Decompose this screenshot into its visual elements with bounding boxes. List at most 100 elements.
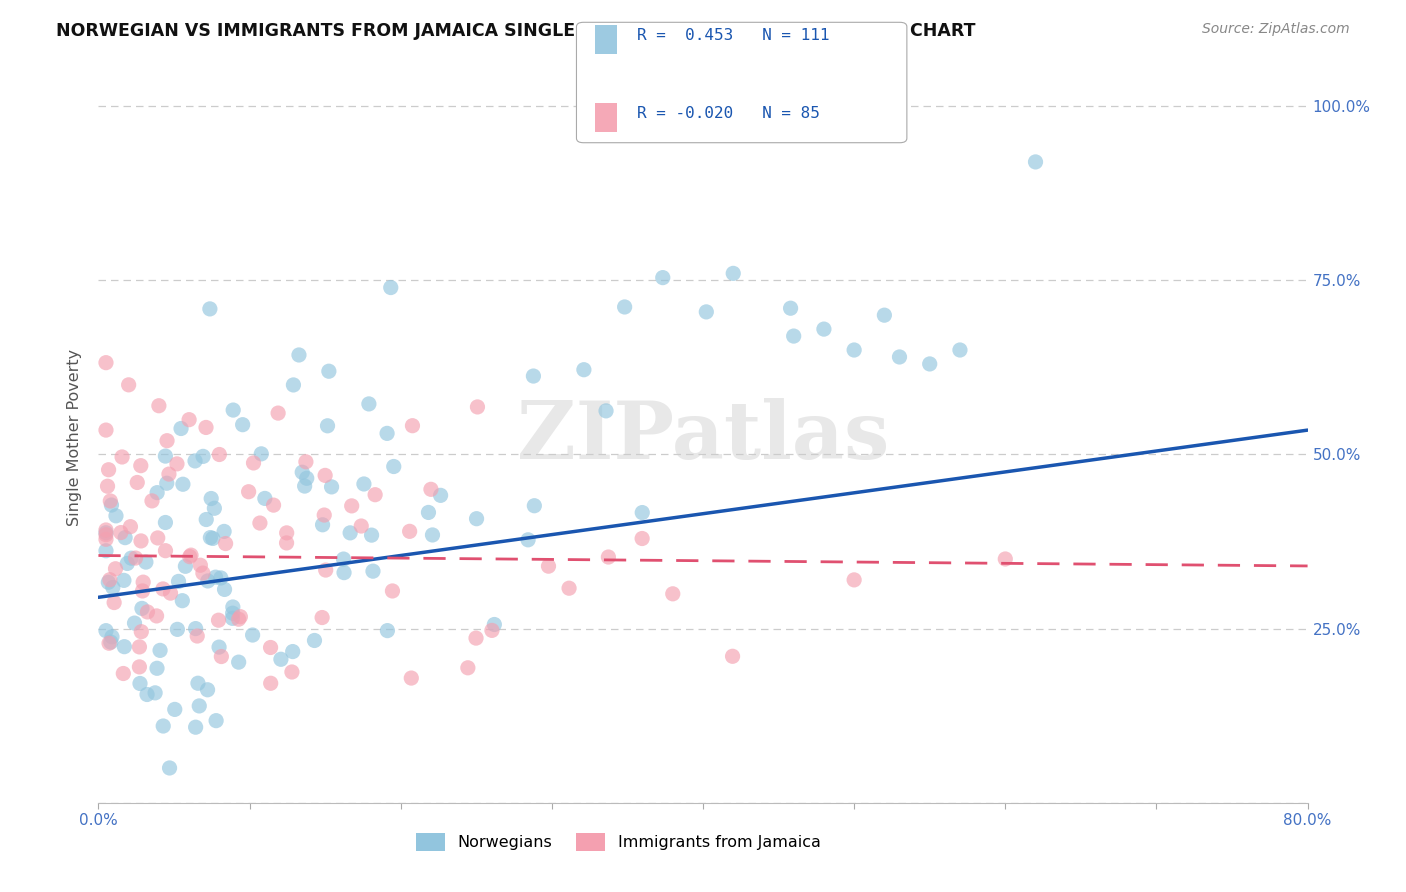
Point (523, 499, 546, 513)
Point (994, 552, 1017, 566)
Point (214, 582, 236, 597)
Point (128, 660, 150, 674)
Point (429, 488, 451, 502)
Point (249, 516, 271, 530)
Point (364, 488, 387, 502)
Point (844, 573, 866, 587)
Point (232, 417, 254, 432)
Point (129, 533, 152, 548)
Point (152, 582, 174, 596)
Point (146, 531, 169, 545)
Point (184, 720, 207, 734)
Point (170, 421, 193, 435)
Point (222, 403, 245, 417)
Y-axis label: Single Mother Poverty: Single Mother Poverty (67, 349, 83, 525)
Point (422, 528, 444, 542)
Point (291, 465, 314, 479)
Point (141, 494, 163, 508)
Point (94, 423, 117, 437)
Point (179, 412, 201, 426)
Point (377, 624, 399, 638)
Point (375, 426, 398, 441)
Point (318, 364, 340, 378)
Text: Source: ZipAtlas.com: Source: ZipAtlas.com (1202, 22, 1350, 37)
Point (207, 613, 229, 627)
Point (558, 581, 581, 595)
Point (101, 630, 124, 644)
Point (316, 418, 339, 433)
Point (295, 471, 318, 485)
Point (779, 301, 801, 316)
Point (172, 593, 194, 607)
Point (187, 676, 209, 690)
Point (212, 524, 235, 539)
Point (129, 676, 152, 690)
Point (157, 467, 180, 482)
Point (145, 608, 167, 623)
Point (572, 362, 595, 376)
Point (457, 661, 479, 675)
Point (180, 548, 202, 562)
Point (114, 531, 136, 545)
Point (631, 506, 654, 520)
Point (110, 525, 132, 540)
Point (94, 523, 117, 537)
Point (155, 543, 177, 558)
Text: NORWEGIAN VS IMMIGRANTS FROM JAMAICA SINGLE MOTHER POVERTY CORRELATION CHART: NORWEGIAN VS IMMIGRANTS FROM JAMAICA SIN… (56, 22, 976, 40)
Point (311, 517, 333, 532)
Point (205, 714, 228, 728)
Point (94, 543, 117, 558)
Text: R = -0.020   N = 85: R = -0.020 N = 85 (637, 106, 820, 120)
Point (200, 491, 222, 506)
Point (98, 494, 121, 508)
Point (357, 397, 380, 411)
Point (209, 649, 232, 664)
Text: R =  0.453   N = 111: R = 0.453 N = 111 (637, 29, 830, 43)
Point (195, 512, 218, 526)
Point (522, 369, 544, 384)
Point (294, 479, 316, 493)
Point (127, 475, 149, 490)
Point (197, 682, 219, 697)
Point (197, 574, 219, 588)
Point (124, 551, 146, 566)
Point (263, 498, 285, 512)
Point (229, 609, 252, 624)
Point (159, 586, 181, 600)
Point (484, 617, 506, 632)
Point (136, 605, 159, 619)
Point (340, 499, 363, 513)
Point (118, 377, 141, 392)
Point (481, 624, 503, 638)
Point (201, 532, 224, 546)
Point (166, 457, 188, 471)
Point (96, 479, 118, 493)
Point (146, 485, 169, 500)
Point (159, 761, 181, 775)
Point (889, 350, 911, 364)
Point (321, 480, 343, 494)
Point (146, 661, 169, 675)
Point (242, 628, 264, 642)
Point (270, 652, 292, 666)
Point (174, 559, 197, 574)
Point (259, 640, 281, 655)
Point (467, 400, 489, 414)
Point (350, 519, 373, 533)
Point (136, 688, 159, 702)
Point (250, 447, 273, 461)
Point (844, 343, 866, 357)
Point (221, 606, 243, 620)
Point (98, 573, 121, 587)
Point (651, 270, 673, 285)
Point (172, 477, 194, 491)
Point (204, 570, 226, 584)
Point (155, 516, 177, 530)
Point (111, 450, 134, 464)
Point (333, 566, 356, 580)
Point (117, 557, 139, 571)
Point (104, 562, 127, 576)
Point (148, 399, 170, 413)
Point (195, 420, 218, 434)
Point (129, 624, 152, 639)
